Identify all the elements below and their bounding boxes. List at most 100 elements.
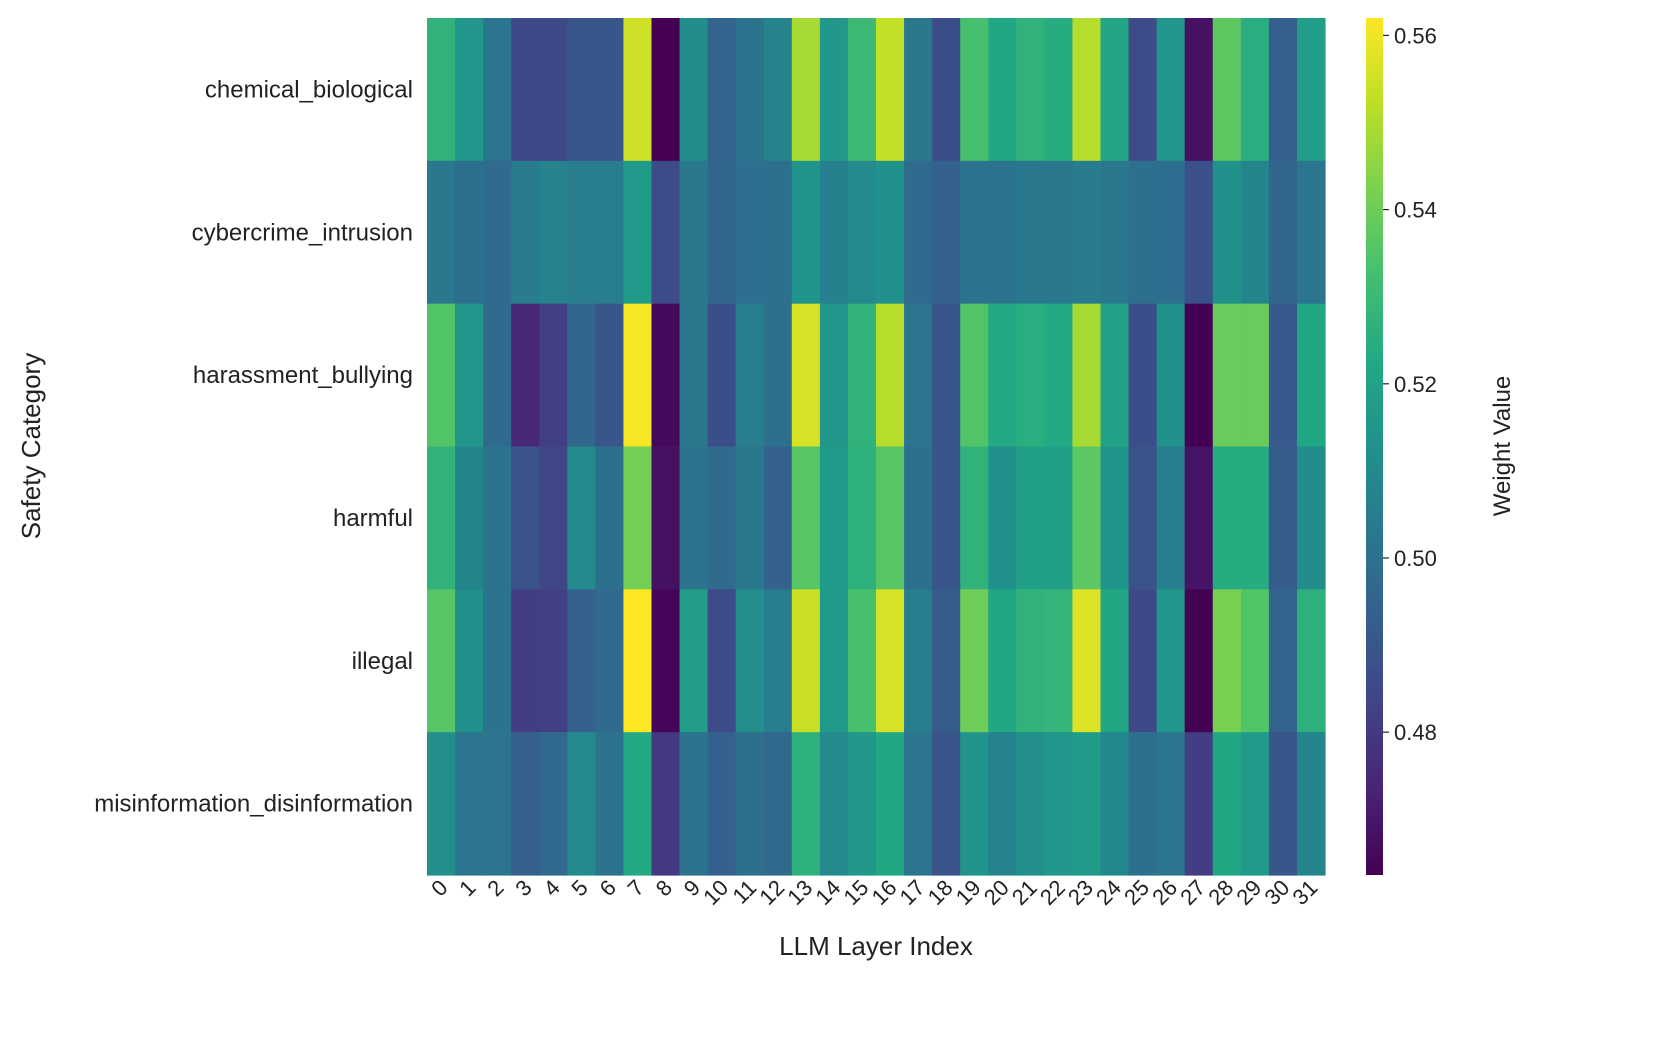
heatmap-cell (1100, 18, 1130, 162)
heatmap-cell (1072, 589, 1102, 733)
heatmap-cell (1044, 303, 1074, 448)
heatmap-cell (1072, 732, 1102, 876)
heatmap-cell (679, 18, 709, 162)
heatmap-cell (988, 18, 1017, 162)
heatmap-cell (960, 160, 989, 305)
heatmap-cell (1156, 18, 1186, 162)
heatmap-cell (427, 732, 456, 876)
y-tick-labels: chemical_biological cybercrime_intrusionh… (94, 76, 413, 817)
heatmap-cell (932, 303, 961, 448)
heatmap-cell (623, 160, 653, 305)
heatmap-cell (960, 303, 989, 448)
heatmap-cell (1296, 160, 1326, 305)
heatmap-cell (539, 446, 568, 590)
heatmap-cell (763, 160, 793, 305)
heatmap-cell (455, 589, 484, 733)
heatmap-cell (1100, 303, 1130, 448)
x-tick-label: 0 (426, 875, 452, 901)
heatmap-cell (1268, 303, 1298, 448)
heatmap-cell (876, 446, 905, 590)
heatmap-cell (511, 446, 540, 590)
heatmap-cell (763, 18, 793, 162)
heatmap-cell (595, 160, 625, 305)
heatmap-cell (876, 589, 905, 733)
heatmap-cell (819, 160, 849, 305)
x-tick-label: 8 (651, 875, 677, 901)
heatmap-cell (904, 18, 933, 162)
heatmap-cell (876, 303, 905, 448)
heatmap-cell (735, 18, 765, 162)
heatmap-cell (455, 18, 484, 162)
heatmap-cell (904, 732, 933, 876)
heatmap-cell (455, 446, 484, 590)
heatmap-cell (623, 303, 653, 448)
heatmap-cell (707, 446, 737, 590)
heatmap-cell (819, 18, 849, 162)
heatmap-cell (847, 589, 877, 733)
heatmap-cell (595, 303, 625, 448)
heatmap-cell (791, 160, 821, 305)
heatmap-cell (847, 446, 877, 590)
heatmap-cell (847, 18, 877, 162)
x-tick-label: 1 (454, 875, 480, 901)
heatmap-cell (1296, 18, 1326, 162)
heatmap-cell (904, 303, 933, 448)
heatmap-cell (988, 446, 1017, 590)
heatmap-cell (791, 18, 821, 162)
heatmap-cell (623, 732, 653, 876)
heatmap-cell (1016, 303, 1045, 448)
heatmap-cell (1268, 589, 1298, 733)
heatmap-cell (1240, 732, 1270, 876)
heatmap-cell (819, 589, 849, 733)
heatmap-cell (1128, 732, 1158, 876)
heatmap-cell (1212, 303, 1242, 448)
colorbar-label: Weight Value (1489, 376, 1516, 517)
heatmap-cell (876, 732, 905, 876)
heatmap-cell (960, 446, 989, 590)
heatmap-cell (1184, 732, 1214, 876)
heatmap-cell (1072, 446, 1102, 590)
heatmap-cell (1044, 446, 1074, 590)
heatmap-cell (679, 160, 709, 305)
heatmap-cell (876, 160, 905, 305)
heatmap-cell (1128, 446, 1158, 590)
x-tick-label: 3 (510, 875, 536, 901)
heatmap-cell (567, 446, 596, 590)
heatmap-cell (1240, 303, 1270, 448)
heatmap-cell (763, 589, 793, 733)
heatmap-cell (1212, 732, 1242, 876)
heatmap-cell (791, 589, 821, 733)
heatmap-cell (791, 732, 821, 876)
heatmap-cell (511, 303, 540, 448)
heatmap-cell (1100, 446, 1130, 590)
heatmap-cell (651, 446, 681, 590)
heatmap-cell (819, 732, 849, 876)
x-tick-label: 31 (1288, 875, 1323, 910)
heatmap-cell (763, 732, 793, 876)
heatmap-cell (483, 446, 512, 590)
heatmap-cell (960, 18, 989, 162)
heatmap-cell (455, 160, 484, 305)
y-tick-label: illegal (352, 648, 413, 675)
heatmap-cell (1240, 446, 1270, 590)
heatmap-cell (1212, 589, 1242, 733)
heatmap-cell (483, 589, 512, 733)
heatmap-cell (679, 303, 709, 448)
heatmap-cell (1100, 732, 1130, 876)
heatmap-cell (1016, 732, 1045, 876)
heatmap-cell (1044, 732, 1074, 876)
heatmap-cell (1240, 589, 1270, 733)
heatmap-cell (1016, 446, 1045, 590)
heatmap-cell (1184, 303, 1214, 448)
y-tick-label: harassment_bullying (193, 362, 413, 389)
heatmap-cell (960, 589, 989, 733)
heatmap-cell (876, 18, 905, 162)
heatmap-cell (960, 732, 989, 876)
heatmap-cell (735, 446, 765, 590)
colorbar-tick-label: 0.48 (1394, 720, 1437, 745)
heatmap-cell (763, 303, 793, 448)
heatmap-cell (988, 303, 1017, 448)
heatmap-cell (679, 732, 709, 876)
heatmap-cell (679, 589, 709, 733)
x-tick-label: 7 (623, 875, 649, 901)
